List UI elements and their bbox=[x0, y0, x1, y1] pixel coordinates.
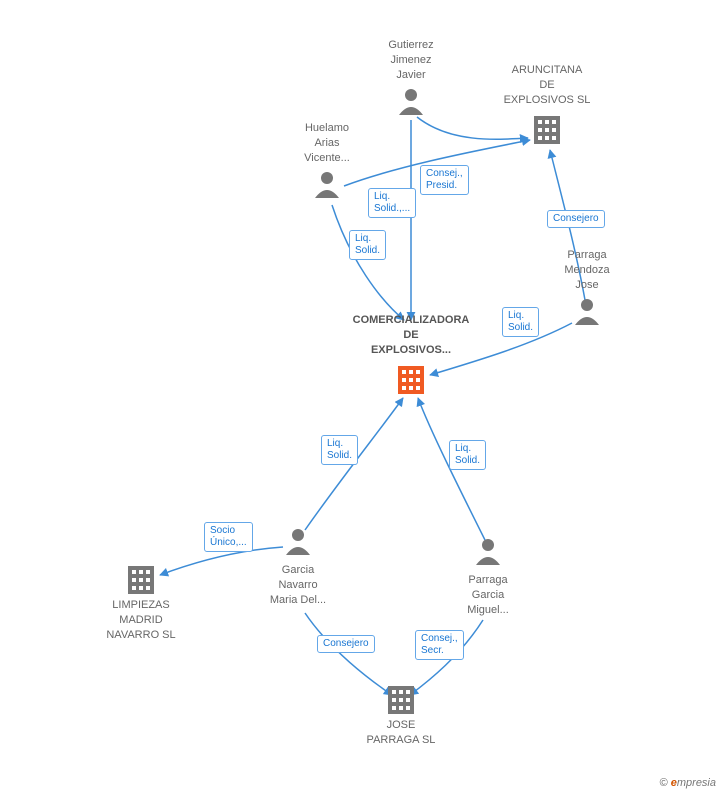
edge-label-parraga_g-jose_sl: Consej., Secr. bbox=[415, 630, 464, 660]
building-icon[interactable] bbox=[388, 686, 414, 714]
edge-label-huelamo-center: Liq. Solid. bbox=[349, 230, 386, 260]
edge-label-garcia-jose_sl: Consejero bbox=[317, 635, 375, 653]
node-label-limpiezas: LIMPIEZAS MADRID NAVARRO SL bbox=[71, 598, 211, 643]
node-label-parraga_g: Parraga Garcia Miguel... bbox=[418, 573, 558, 618]
edge-gutierrez-aruncitana bbox=[417, 117, 528, 139]
person-icon[interactable] bbox=[286, 529, 310, 555]
edge-label-parraga_m-center: Liq. Solid. bbox=[502, 307, 539, 337]
diagram-svg bbox=[0, 0, 728, 795]
building-icon[interactable] bbox=[534, 116, 560, 144]
edge-label-parraga_m-aruncitana: Consejero bbox=[547, 210, 605, 228]
edge-garcia-jose_sl bbox=[305, 613, 392, 695]
node-label-parraga_m: Parraga Mendoza Jose bbox=[517, 248, 657, 293]
node-label-aruncitana: ARUNCITANA DE EXPLOSIVOS SL bbox=[477, 63, 617, 108]
brand-rest: mpresia bbox=[677, 777, 716, 789]
edge-label-parraga_g-center: Liq. Solid. bbox=[449, 440, 486, 470]
edge-label-gutierrez-aruncitana: Consej., Presid. bbox=[420, 165, 469, 195]
node-label-gutierrez: Gutierrez Jimenez Javier bbox=[341, 38, 481, 83]
building-icon[interactable] bbox=[128, 566, 154, 594]
person-icon[interactable] bbox=[399, 89, 423, 115]
node-label-garcia: Garcia Navarro Maria Del... bbox=[228, 563, 368, 608]
building-icon[interactable] bbox=[398, 366, 424, 394]
edge-huelamo-center bbox=[332, 205, 404, 320]
copyright-symbol: © bbox=[660, 777, 668, 789]
copyright: © empresia bbox=[660, 777, 716, 789]
person-icon[interactable] bbox=[575, 299, 599, 325]
node-label-center: COMERCIALIZADORA DE EXPLOSIVOS... bbox=[341, 313, 481, 358]
person-icon[interactable] bbox=[315, 172, 339, 198]
node-label-huelamo: Huelamo Arias Vicente... bbox=[257, 121, 397, 166]
edge-label-huelamo-aruncitana: Liq. Solid.,... bbox=[368, 188, 416, 218]
edge-label-garcia-limpiezas: Socio Único,... bbox=[204, 522, 253, 552]
edge-label-garcia-center: Liq. Solid. bbox=[321, 435, 358, 465]
person-icon[interactable] bbox=[476, 539, 500, 565]
node-label-jose_sl: JOSE PARRAGA SL bbox=[331, 718, 471, 748]
